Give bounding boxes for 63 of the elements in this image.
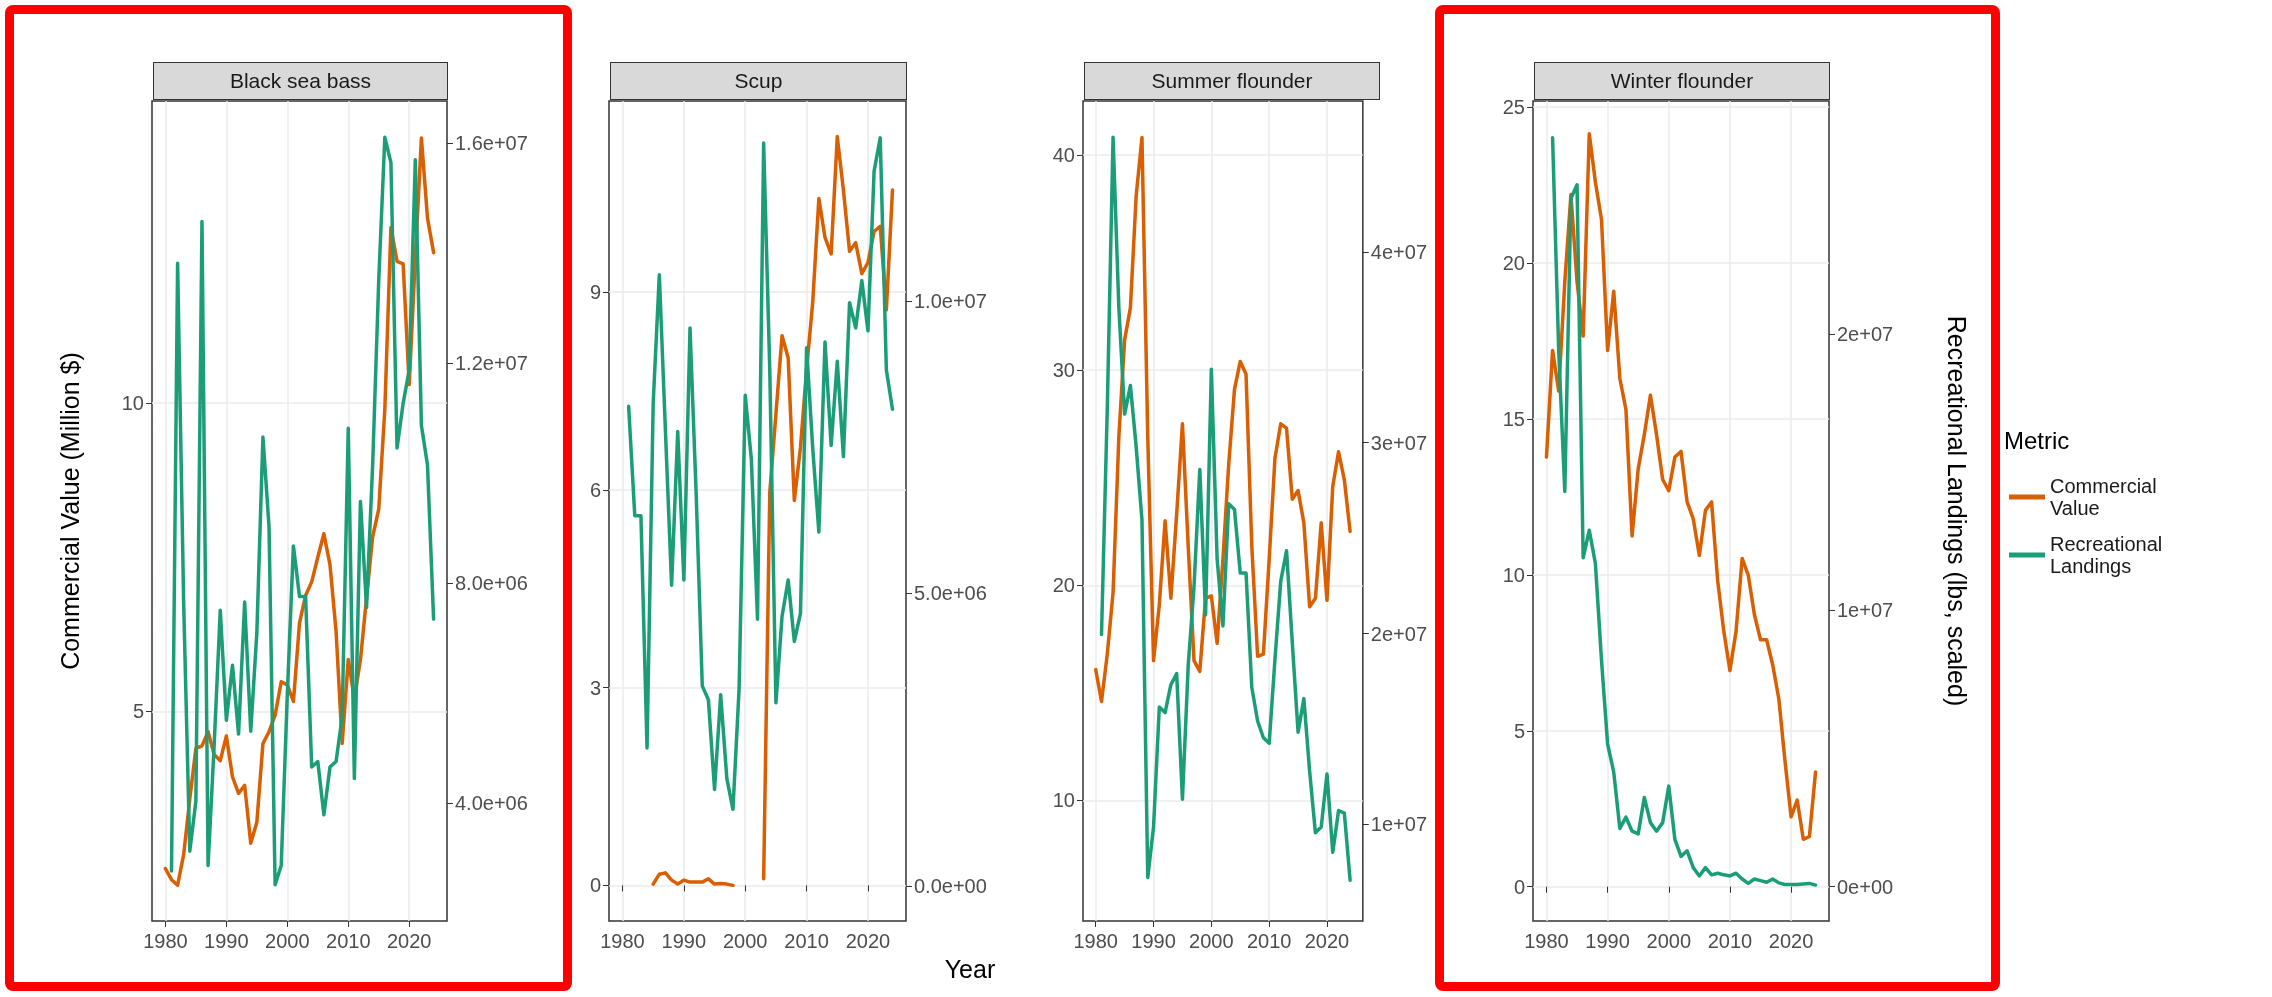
y-tick-label: 20 xyxy=(1052,574,1075,597)
y2-tick-label: 0e+00 xyxy=(1837,875,1894,898)
x-tick-label: 1980 xyxy=(600,930,645,952)
x-tick-label: 2020 xyxy=(1304,930,1350,952)
x-tick-label: 1990 xyxy=(661,930,707,952)
x-tick-label: 1990 xyxy=(1131,930,1176,952)
y-tick-label: 0 xyxy=(589,874,601,897)
x-tick-label: 2010 xyxy=(326,930,371,952)
legend-label: Commercial Value xyxy=(2050,475,2163,519)
y-tick-label: 10 xyxy=(121,392,144,415)
y2-axis-title: Recreational Landings (lbs, scaled) xyxy=(1942,315,1971,707)
x-tick-label: 1980 xyxy=(143,930,188,952)
y-tick-label: 3 xyxy=(589,676,601,699)
line-series xyxy=(1099,135,1352,882)
legend-label: Recreational Landings xyxy=(2050,533,2168,577)
y2-tick-label: 2e+07 xyxy=(1370,622,1427,645)
chart-title: Black sea bass xyxy=(153,62,448,100)
y-tick-label: 15 xyxy=(1502,408,1525,431)
y2-tick-label: 4.0e+06 xyxy=(455,791,528,814)
y2-tick-label: 1.0e+07 xyxy=(914,290,987,313)
y-tick-label: 5 xyxy=(1513,719,1525,742)
y-tick-label: 10 xyxy=(1052,789,1075,812)
x-tick-label: 2000 xyxy=(722,930,768,952)
y-tick-label: 5 xyxy=(132,700,144,723)
y2-tick-label: 1.6e+07 xyxy=(455,131,528,154)
y2-tick-label: 1e+07 xyxy=(1370,813,1427,836)
line-series xyxy=(626,136,895,812)
legend-title: Metric xyxy=(2004,426,2070,454)
x-tick-label: 2020 xyxy=(845,930,891,952)
chart-title: Scup xyxy=(610,62,907,100)
x-tick-label: 1990 xyxy=(204,930,249,952)
y2-tick-label: 1.2e+07 xyxy=(455,351,528,374)
line-series xyxy=(1093,135,1352,704)
y2-tick-label: 4e+07 xyxy=(1370,240,1427,263)
chart-title: Winter flounder xyxy=(1534,62,1830,100)
chart-title: Summer flounder xyxy=(1084,62,1380,100)
x-tick-label: 2000 xyxy=(265,930,310,952)
x-tick-label: 2000 xyxy=(1189,930,1234,952)
y-tick-label: 6 xyxy=(589,478,601,501)
y-axis-title: Commercial Value (Million $) xyxy=(55,352,84,670)
x-tick-label: 2000 xyxy=(1646,930,1692,952)
y2-tick-label: 5.0e+06 xyxy=(914,582,987,605)
x-tick-label: 2020 xyxy=(1768,930,1814,952)
y2-tick-label: 2e+07 xyxy=(1837,322,1894,345)
y-tick-label: 25 xyxy=(1502,96,1525,119)
x-tick-label: 1980 xyxy=(1073,930,1118,952)
x-axis-title: Year xyxy=(943,955,997,984)
y2-tick-label: 0.0e+00 xyxy=(914,874,987,897)
y2-tick-label: 1e+07 xyxy=(1837,599,1894,622)
y2-tick-label: 8.0e+06 xyxy=(455,571,528,594)
y-tick-label: 0 xyxy=(1513,875,1525,898)
x-tick-label: 2010 xyxy=(784,930,829,952)
x-tick-label: 1990 xyxy=(1585,930,1630,952)
x-tick-label: 2010 xyxy=(1707,930,1753,952)
y-tick-label: 20 xyxy=(1502,252,1525,275)
x-tick-label: 2020 xyxy=(386,930,432,952)
y-tick-label: 10 xyxy=(1502,563,1525,586)
x-tick-label: 2010 xyxy=(1246,930,1292,952)
y2-tick-label: 3e+07 xyxy=(1370,431,1427,454)
x-tick-label: 1980 xyxy=(1524,930,1569,952)
y-tick-label: 40 xyxy=(1052,143,1075,166)
y-tick-label: 30 xyxy=(1052,359,1075,382)
y-tick-label: 9 xyxy=(589,281,601,304)
